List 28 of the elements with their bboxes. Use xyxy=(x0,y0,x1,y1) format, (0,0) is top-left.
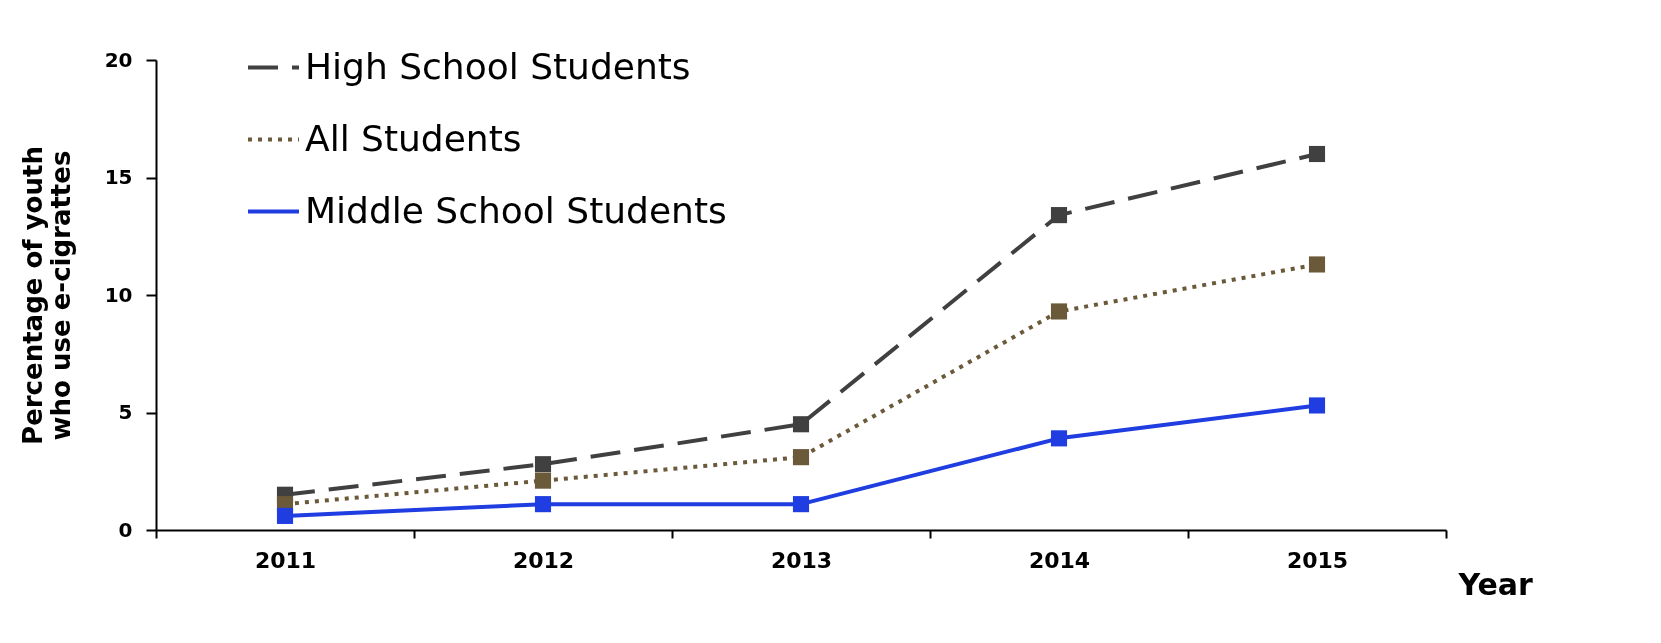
legend-label: High School Students xyxy=(305,45,691,87)
x-tick-label: 2012 xyxy=(512,547,575,573)
point xyxy=(534,472,552,489)
y-tick-label: 20 xyxy=(104,47,133,72)
point xyxy=(1308,256,1326,273)
point xyxy=(534,496,552,513)
y-tick-label: 15 xyxy=(104,165,133,189)
x-axis-title: Year xyxy=(1457,566,1534,602)
point xyxy=(1050,303,1068,320)
point xyxy=(792,496,810,513)
x-tick-label: 2015 xyxy=(1286,547,1349,573)
y-axis-title: Percentage of youth who use e-cigrattes xyxy=(17,146,76,445)
point xyxy=(792,416,810,433)
x-tick-label: 2014 xyxy=(1028,547,1091,573)
legend-label: Middle School Students xyxy=(305,189,727,231)
legend-label: All Students xyxy=(305,117,522,159)
y-tick-label: 5 xyxy=(118,400,133,424)
y-tick-label: 0 xyxy=(118,517,133,542)
point xyxy=(534,456,552,473)
point xyxy=(1050,207,1068,224)
y-tick-label: 10 xyxy=(104,282,133,307)
point xyxy=(1050,430,1068,447)
x-tick-label: 2013 xyxy=(770,547,833,573)
point xyxy=(792,449,810,466)
point xyxy=(1308,145,1326,163)
x-tick-label: 2011 xyxy=(254,547,317,573)
point xyxy=(1308,397,1326,414)
point xyxy=(276,507,294,524)
